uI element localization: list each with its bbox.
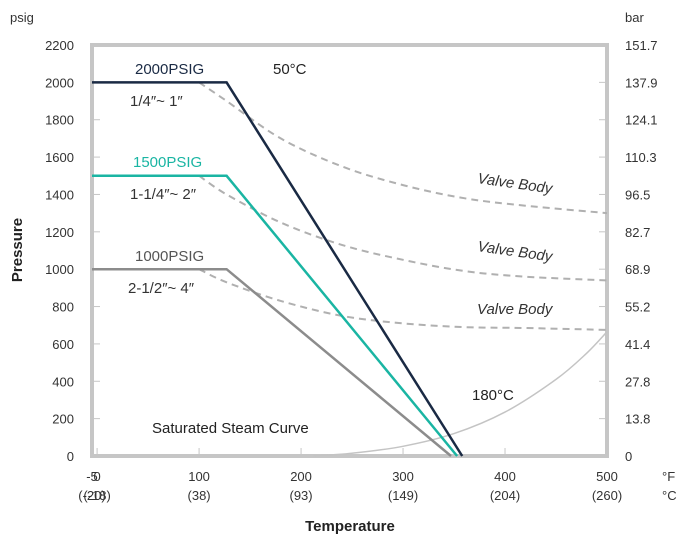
series-line-1500psig — [92, 174, 459, 457]
annotation-50c: 50°C — [273, 61, 307, 78]
y-tick-label-psig: 200 — [52, 412, 74, 427]
x-tick-label-f: 300 — [392, 469, 414, 484]
x-unit-top: °F — [662, 469, 675, 484]
y-tick-label-psig: 1600 — [45, 150, 74, 165]
x-tick-label-c: (149) — [388, 488, 418, 503]
steam-curve-label: Saturated Steam Curve — [152, 420, 309, 437]
y-tick-label-psig: 1400 — [45, 187, 74, 202]
size-label-2000psig: 1/4″~ 1″ — [130, 93, 183, 110]
x-tick-label-c: (260) — [592, 488, 622, 503]
saturated-steam-curve-layer — [313, 331, 608, 457]
x-axis-title: Temperature — [305, 518, 395, 535]
y-tick-label-bar: 82.7 — [625, 225, 650, 240]
y-tick-label-psig: 400 — [52, 374, 74, 389]
y-tick-label-psig: 800 — [52, 300, 74, 315]
annotation-180c: 180°C — [472, 387, 514, 404]
x-tick-label-f: 100 — [188, 469, 210, 484]
y-tick-label-bar: 137.9 — [625, 75, 658, 90]
plot-frame — [90, 43, 609, 458]
x-tick-label-c: (38) — [188, 488, 211, 503]
y-tick-label-psig: 1800 — [45, 113, 74, 128]
x-tick-label-f: -5 — [86, 469, 98, 484]
y-axis-psig-ticks: 0 200 400 600 800 1000 1200 1400 1600 1800 2000 220… — [45, 38, 100, 464]
valve-body-curve-3 — [198, 268, 608, 331]
x-tick-label-c: (93) — [289, 488, 312, 503]
series-label-2000psig: 2000PSIG — [135, 61, 204, 78]
valve-body-curve-2 — [198, 174, 608, 282]
y-tick-label-bar: 68.9 — [625, 262, 650, 277]
valve-body-label-3: Valve Body — [477, 301, 554, 318]
x-tick-label-f: 0 — [93, 469, 100, 484]
y-tick-label-bar: 124.1 — [625, 113, 658, 128]
x-unit-bottom: °C — [662, 488, 677, 503]
y-tick-label-bar: 55.2 — [625, 300, 650, 315]
series-line-1000psig — [92, 267, 452, 457]
series-label-1500psig: 1500PSIG — [133, 154, 202, 171]
y-tick-label-bar: 13.8 — [625, 412, 650, 427]
y-tick-label-bar: 0 — [625, 449, 632, 464]
x-tick-label-c: (-18) — [83, 488, 110, 503]
y-unit-left: psig — [10, 10, 34, 25]
y-tick-label-psig: 2200 — [45, 38, 74, 53]
x-tick-label-f: 500 — [596, 469, 618, 484]
valve-body-curve-1 — [198, 81, 608, 215]
x-tick-label-c: (204) — [490, 488, 520, 503]
x-tick-label-f: 400 — [494, 469, 516, 484]
y-tick-label-bar: 27.8 — [625, 374, 650, 389]
y-axis-bar-ticks: 0 13.8 27.8 41.4 55.2 68.9 82.7 96.5 110.3 124.1 1… — [599, 38, 658, 464]
series-line-2000psig — [92, 81, 464, 457]
y-axis-title: Pressure — [9, 218, 26, 282]
valve-body-label-2: Valve Body — [476, 238, 554, 266]
y-tick-label-psig: 0 — [67, 449, 74, 464]
x-tick-label-c: (-20) — [78, 488, 105, 503]
y-tick-label-bar: 151.7 — [625, 38, 658, 53]
y-tick-label-psig: 1000 — [45, 262, 74, 277]
pressure-series-layer — [92, 81, 464, 457]
y-tick-label-bar: 96.5 — [625, 187, 650, 202]
x-tick-label-f: 200 — [290, 469, 312, 484]
y-tick-label-bar: 110.3 — [625, 150, 657, 165]
size-label-1500psig: 1-1/4″~ 2″ — [130, 186, 197, 203]
y-tick-label-psig: 600 — [52, 337, 74, 352]
valve-body-label-1: Valve Body — [476, 170, 554, 198]
y-unit-right: bar — [625, 10, 644, 25]
y-tick-label-psig: 2000 — [45, 75, 74, 90]
size-label-1000psig: 2-1/2″~ 4″ — [128, 280, 195, 297]
y-tick-label-psig: 1200 — [45, 225, 74, 240]
x-axis-ticks: -5 (-20) 0 (-18) 100 (38) 200 (93) 300 (149) 400 (2… — [78, 448, 622, 503]
saturated-steam-curve — [313, 331, 608, 457]
valve-body-curves-layer — [198, 81, 608, 331]
y-tick-label-bar: 41.4 — [625, 337, 650, 352]
series-label-1000psig: 1000PSIG — [135, 248, 204, 265]
